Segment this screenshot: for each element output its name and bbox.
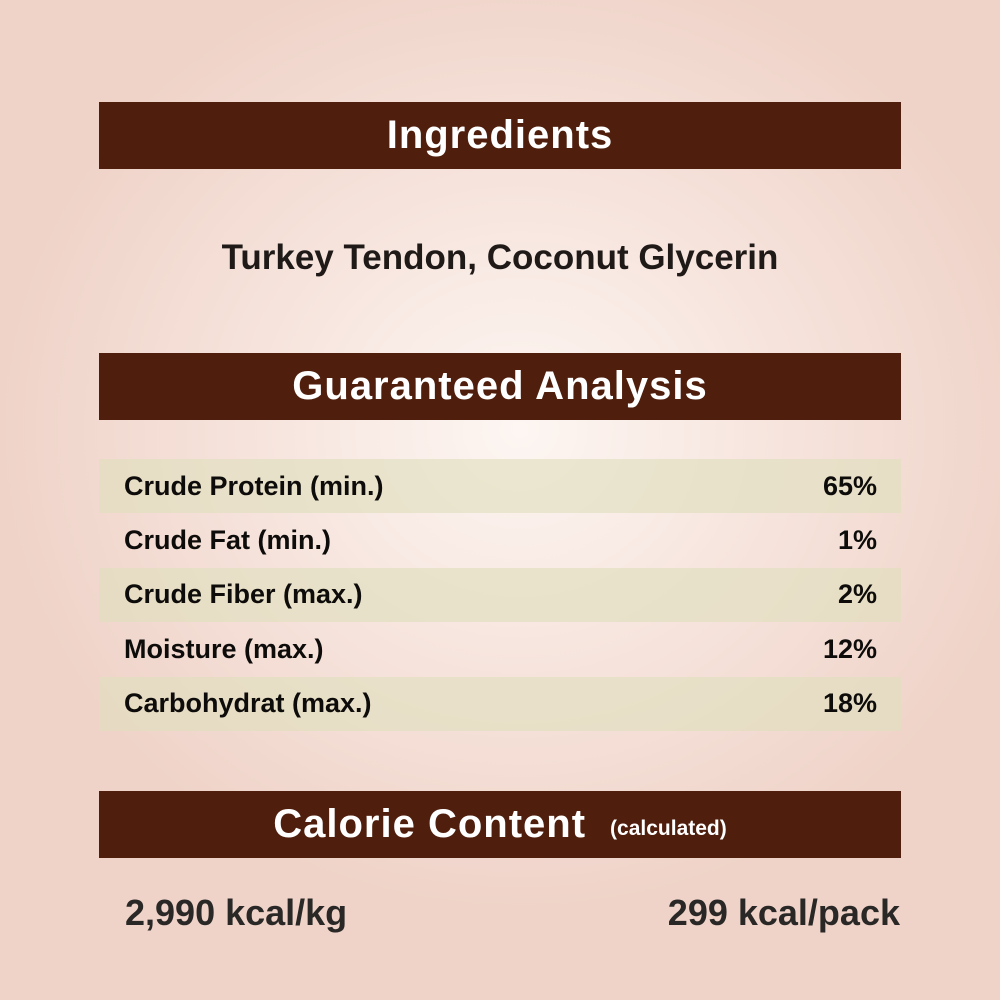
row-label: Crude Fiber (max.): [124, 579, 363, 610]
row-value: 65%: [822, 470, 877, 501]
row-label: Crude Protein (min.): [124, 470, 384, 501]
calorie-title: Calorie Content: [273, 802, 587, 846]
table-row: Carbohydrat (max.) 18%: [99, 676, 901, 731]
ingredients-title: Ingredients: [386, 113, 614, 157]
table-row: Crude Fat (min.) 1%: [99, 513, 901, 567]
row-value: 12%: [822, 633, 877, 664]
ingredients-text: Turkey Tendon, Coconut Glycerin: [221, 238, 779, 277]
analysis-header: Guaranteed Analysis: [99, 353, 901, 420]
row-label: Carbohydrat (max.): [124, 688, 372, 719]
row-label: Crude Fat (min.): [124, 525, 331, 556]
row-value: 2%: [837, 579, 877, 610]
calorie-header: Calorie Content (calculated): [99, 791, 901, 858]
row-value: 18%: [822, 688, 877, 719]
calorie-per-pack: 299 kcal/pack: [667, 892, 900, 933]
analysis-table: Crude Protein (min.) 65% Crude Fat (min.)…: [99, 459, 901, 731]
ingredients-header: Ingredients: [99, 102, 901, 169]
table-row: Moisture (max.) 12%: [99, 622, 901, 676]
analysis-title: Guaranteed Analysis: [292, 364, 708, 408]
row-label: Moisture (max.): [124, 633, 324, 664]
row-value: 1%: [837, 525, 877, 556]
calorie-subtitle: (calculated): [610, 816, 727, 840]
calorie-per-kg: 2,990 kcal/kg: [125, 892, 348, 933]
table-row: Crude Fiber (max.) 2%: [99, 567, 901, 623]
table-row: Crude Protein (min.) 65%: [99, 459, 901, 514]
